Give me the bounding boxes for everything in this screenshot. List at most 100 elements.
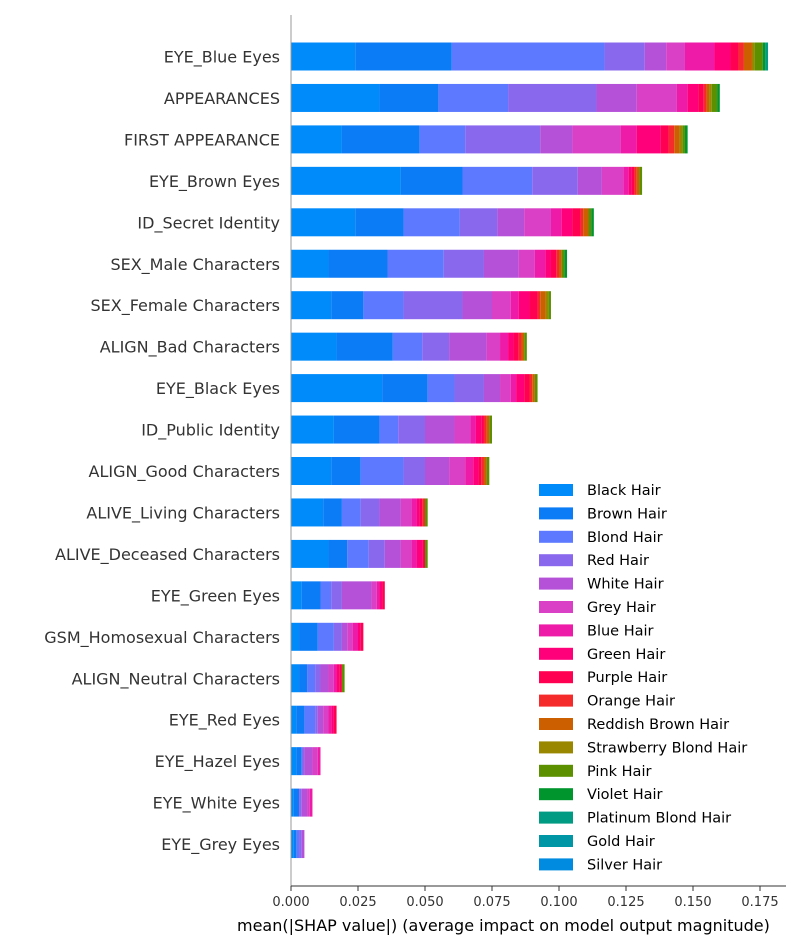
- legend-swatch: [539, 601, 573, 613]
- feature-label: ID_Secret Identity: [137, 213, 280, 233]
- bar-segment: [355, 42, 452, 71]
- legend-label: Orange Hair: [587, 694, 675, 710]
- bar-segment: [483, 415, 487, 444]
- bar-segment: [550, 208, 562, 237]
- bar-segment: [304, 747, 313, 776]
- bar-segment: [422, 539, 425, 568]
- bar-segment: [500, 374, 511, 403]
- bar-segment: [341, 498, 361, 527]
- bar-segment: [644, 42, 667, 71]
- bar-segment: [438, 83, 509, 112]
- bar-row-15: [291, 664, 345, 693]
- bar-segment: [291, 622, 300, 651]
- bar-segment: [510, 374, 517, 403]
- legend-swatch: [539, 647, 573, 660]
- legend-item: Brown Hair: [539, 506, 667, 522]
- bar-segment: [486, 332, 501, 361]
- legend-swatch: [539, 484, 573, 496]
- bar-segment: [462, 166, 533, 195]
- bar-segment: [307, 788, 310, 817]
- bar-segment: [333, 664, 337, 693]
- bar-segment: [291, 664, 300, 693]
- bar-segment: [355, 208, 404, 237]
- legend: Black Hair Brown Hair Blond Hair Red Hair Wh…: [539, 483, 747, 873]
- bar-segment: [301, 830, 305, 859]
- feature-label: EYE_Hazel Eyes: [155, 752, 280, 772]
- legend-swatch: [539, 577, 573, 590]
- bar-segment: [714, 42, 731, 71]
- legend-label: Green Hair: [587, 647, 665, 663]
- bar-segment: [425, 457, 450, 485]
- bar-segment: [478, 457, 482, 485]
- legend-label: Silver Hair: [587, 857, 662, 873]
- legend-swatch: [539, 507, 573, 520]
- bar-segment: [639, 166, 643, 195]
- bar-segment: [299, 622, 318, 651]
- bar-segment: [628, 166, 632, 195]
- bar-segment: [331, 457, 361, 485]
- bar-segment: [703, 83, 707, 112]
- legend-item: Orange Hair: [539, 694, 675, 710]
- bar-segment: [416, 498, 420, 527]
- bar-segment: [291, 539, 329, 568]
- bar-segment: [328, 249, 388, 278]
- bar-row-6: [291, 291, 551, 320]
- bar-segment: [743, 42, 752, 71]
- axes: 0.000 0.025 0.050 0.075 0.100 0.125 0.150 0.175: [272, 15, 786, 910]
- bar-segment: [636, 125, 661, 154]
- legend-label: Blond Hair: [587, 530, 663, 546]
- feature-label: EYE_White Eyes: [153, 794, 280, 814]
- bar-segment: [548, 291, 551, 320]
- legend-item: Black Hair: [539, 483, 661, 499]
- bar-segment: [291, 788, 294, 817]
- feature-label: ALIGN_Good Characters: [89, 462, 281, 482]
- bar-segment: [532, 374, 535, 403]
- legend-swatch: [539, 554, 573, 567]
- bar-segment: [529, 291, 538, 320]
- bar-segment: [529, 374, 533, 403]
- bar-segment: [333, 622, 342, 651]
- feature-label: EYE_Blue Eyes: [164, 48, 280, 68]
- bar-segment: [425, 415, 455, 444]
- bar-segment: [296, 830, 300, 859]
- bar-segment: [291, 747, 297, 776]
- bar-segment: [717, 83, 720, 112]
- bar-segment: [666, 42, 685, 71]
- bar-segment: [291, 705, 297, 734]
- feature-label: APPEARANCES: [164, 89, 280, 108]
- legend-swatch: [539, 624, 573, 637]
- legend-item: Blond Hair: [539, 530, 663, 546]
- bar-segment: [422, 332, 450, 361]
- bar-row-11: [291, 498, 428, 527]
- bar-row-10: [291, 457, 490, 485]
- bar-row-9: [291, 415, 492, 444]
- legend-item: Blue Hair: [539, 623, 654, 639]
- bar-segment: [524, 332, 527, 361]
- bar-segment: [465, 457, 474, 485]
- bar-segment: [403, 291, 463, 320]
- bar-segment: [483, 374, 501, 403]
- bar-segment: [524, 374, 530, 403]
- bar-segment: [449, 332, 487, 361]
- bar-segment: [465, 125, 541, 154]
- bar-segment: [462, 291, 492, 320]
- bar-row-4: [291, 208, 594, 237]
- bar-segment: [588, 208, 592, 237]
- bar-segment: [451, 42, 605, 71]
- feature-labels: EYE_Blue Eyes APPEARANCES FIRST APPEARANCE…: [44, 48, 280, 856]
- bar-segment: [376, 581, 380, 610]
- bar-segment: [577, 166, 602, 195]
- bar-segment: [540, 125, 573, 154]
- bar-segment: [540, 291, 546, 320]
- bar-segment: [459, 208, 498, 237]
- bar-row-2: [291, 125, 688, 154]
- bar-segment: [711, 83, 718, 112]
- bar-segment: [765, 42, 769, 71]
- bar-segment: [333, 415, 380, 444]
- bar-segment: [291, 415, 334, 444]
- bar-row-0: [291, 42, 769, 71]
- feature-label: EYE_Black Eyes: [156, 379, 280, 399]
- bar-segment: [550, 249, 557, 278]
- bar-segment: [500, 332, 509, 361]
